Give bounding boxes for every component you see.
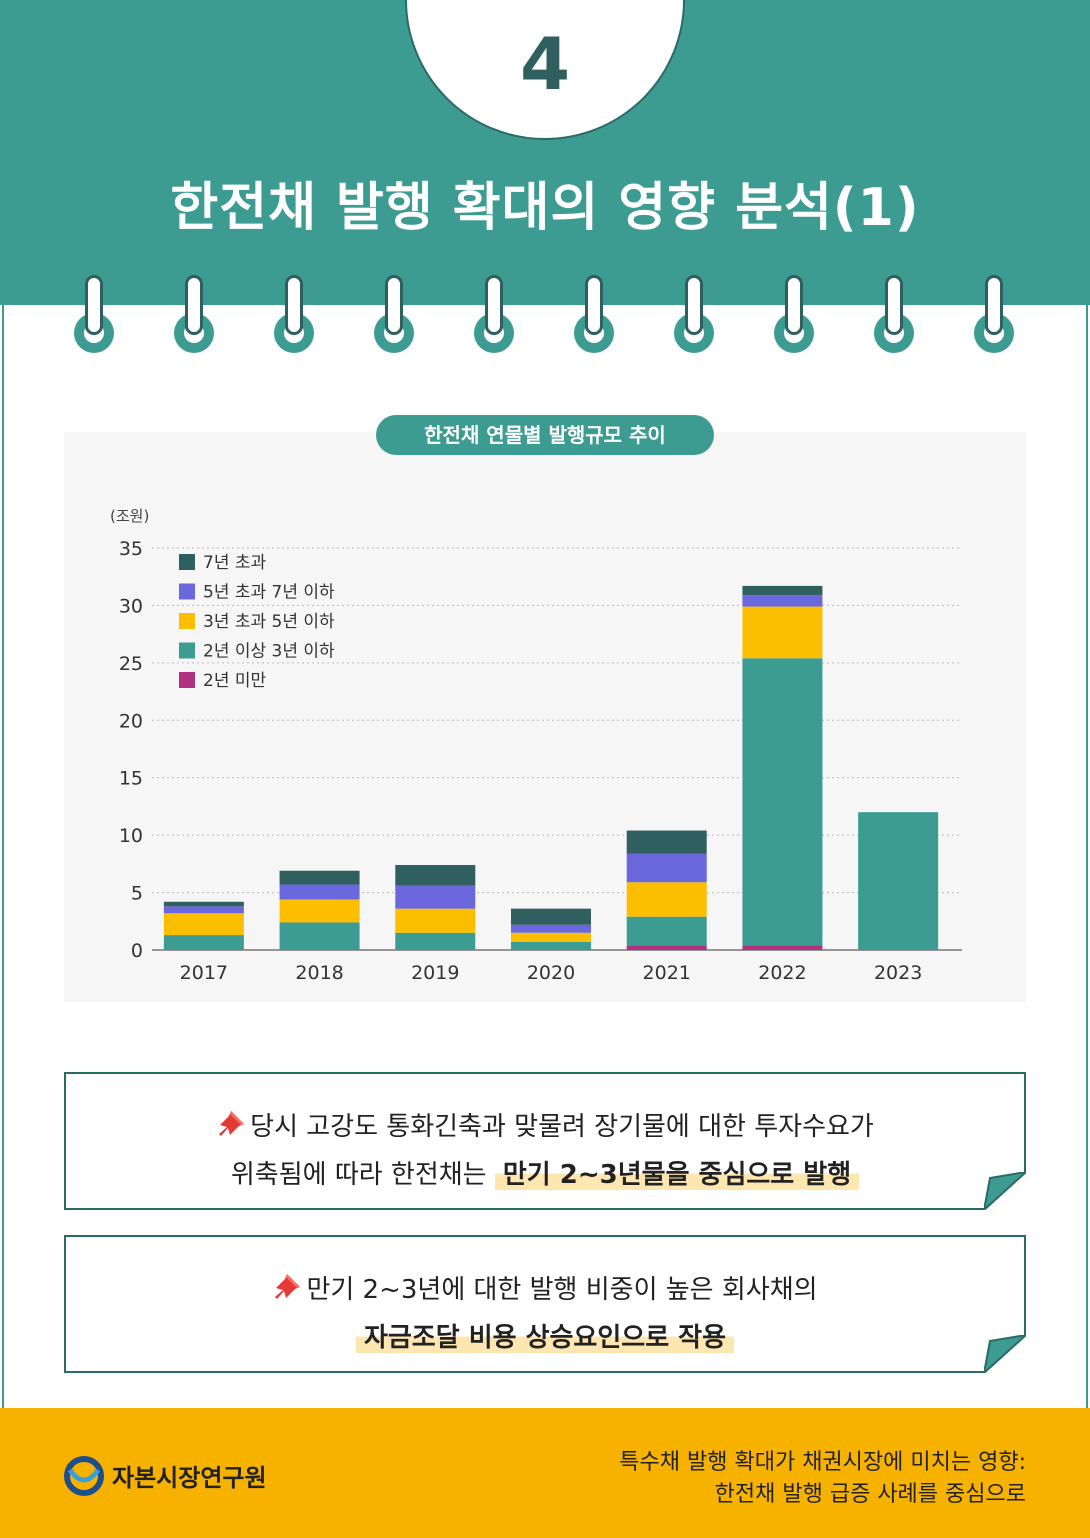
bar-segment <box>279 922 360 950</box>
x-tick-label: 2023 <box>874 962 922 984</box>
bar-segment <box>279 870 360 885</box>
kcmi-logo-icon <box>64 1456 104 1496</box>
organization-name: 자본시장연구원 <box>112 1464 267 1492</box>
binder-ring <box>974 275 1014 355</box>
legend-label: 3년 초과 5년 이하 <box>203 612 335 632</box>
binder-ring <box>474 275 514 355</box>
legend-swatch <box>179 554 195 570</box>
legend-label: 2년 미만 <box>203 671 266 691</box>
chart-title: 한전채 연물별 발행규모 추이 <box>376 415 714 455</box>
bar-segment <box>163 901 244 907</box>
note-box-1: 당시 고강도 통화긴축과 맞물려 장기물에 대한 투자수요가 위축됨에 따라 한… <box>64 1072 1026 1210</box>
y-tick-label: 20 <box>119 710 143 732</box>
bar-segment <box>511 924 591 933</box>
y-unit-label: (조원) <box>110 507 149 525</box>
bar-segment <box>395 865 476 886</box>
bar-segment <box>626 853 707 883</box>
y-tick-label: 30 <box>119 595 143 617</box>
binder-ring <box>874 275 914 355</box>
pushpin-icon <box>275 1274 301 1299</box>
binder-ring <box>374 275 414 355</box>
bar-segment <box>742 595 823 607</box>
footer-bar: 자본시장연구원 특수채 발행 확대가 채권시장에 미치는 영향: 한전채 발행 … <box>0 1408 1090 1538</box>
bar-segment <box>742 945 823 950</box>
legend-swatch <box>179 672 195 688</box>
x-tick-label: 2018 <box>295 962 343 984</box>
y-tick-label: 15 <box>119 768 143 790</box>
x-tick-label: 2021 <box>643 962 691 984</box>
footer-report-title-line-2: 한전채 발행 급증 사례를 중심으로 <box>714 1482 1026 1507</box>
bar-segment <box>395 885 476 909</box>
page-title: 한전채 발행 확대의 영향 분석(1) <box>170 178 920 238</box>
x-tick-label: 2022 <box>758 962 806 984</box>
bar-segment <box>163 913 244 936</box>
y-tick-label: 0 <box>131 940 143 962</box>
bar-segment <box>279 884 360 900</box>
note-box-2: 만기 2~3년에 대한 발행 비중이 높은 회사채의 자금조달 비용 상승요인으… <box>64 1235 1026 1373</box>
legend-label: 7년 초과 <box>203 553 266 573</box>
bar-segment <box>626 882 707 917</box>
bar-segment <box>395 908 476 933</box>
x-tick-label: 2020 <box>527 962 575 984</box>
binder-ring <box>174 275 214 355</box>
page-fold-corner <box>984 1172 1026 1210</box>
x-tick-label: 2019 <box>411 962 459 984</box>
bar-segment <box>742 658 823 946</box>
binder-ring <box>574 275 614 355</box>
legend-swatch <box>179 642 195 659</box>
note-1-highlight: 만기 2~3년물을 중심으로 발행 <box>494 1160 860 1190</box>
bar-segment <box>511 932 591 942</box>
y-tick-label: 10 <box>119 825 143 847</box>
bar-segment <box>626 916 707 946</box>
note-1-line-1: 당시 고강도 통화긴축과 맞물려 장기물에 대한 투자수요가 <box>250 1112 874 1142</box>
bar-segment <box>395 932 476 950</box>
x-tick-label: 2017 <box>180 962 228 984</box>
note-2-highlight: 자금조달 비용 상승요인으로 작용 <box>355 1323 735 1353</box>
bar-segment <box>742 606 823 659</box>
bar-segment <box>511 908 591 925</box>
y-tick-label: 35 <box>119 538 143 560</box>
legend-swatch <box>179 583 195 600</box>
bar-segment <box>279 899 360 923</box>
legend-swatch <box>179 613 195 629</box>
bar-segment <box>626 945 707 950</box>
section-number: 4 <box>519 22 571 106</box>
y-tick-label: 25 <box>119 653 143 675</box>
y-tick-label: 5 <box>131 883 143 905</box>
page-fold-corner <box>984 1335 1026 1373</box>
note-1-line-2-text: 위축됨에 따라 한전채는 <box>230 1160 495 1190</box>
bar-segment <box>626 830 707 854</box>
binder-ring <box>74 275 114 355</box>
binder-ring <box>274 275 314 355</box>
binder-ring <box>774 275 814 355</box>
note-2-line-1: 만기 2~3년에 대한 발행 비중이 높은 회사채의 <box>306 1275 818 1305</box>
bar-segment <box>742 585 823 596</box>
legend-label: 5년 초과 7년 이하 <box>203 583 335 603</box>
stacked-bar-chart: (조원) 0 5 10 15 20 25 30 35 2017 2018 2019 2020 2021 20… <box>110 507 962 984</box>
bar-segment <box>858 812 939 950</box>
bar-segment <box>163 935 244 950</box>
pushpin-icon <box>219 1111 245 1136</box>
bar-segment <box>163 906 244 914</box>
bar-segment <box>511 941 591 950</box>
legend-label: 2년 이상 3년 이하 <box>203 642 335 662</box>
footer-report-title-line-1: 특수채 발행 확대가 채권시장에 미치는 영향: <box>619 1450 1026 1475</box>
binder-ring <box>674 275 714 355</box>
